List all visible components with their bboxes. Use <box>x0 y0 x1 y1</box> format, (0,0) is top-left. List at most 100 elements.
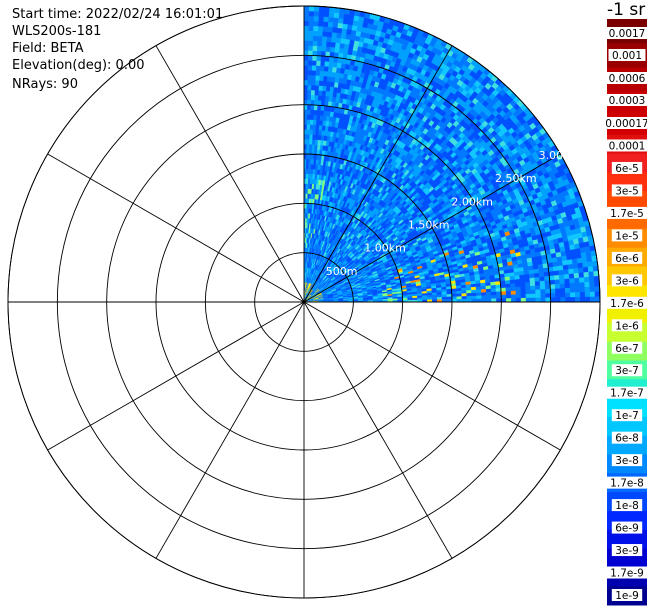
sector-cell <box>309 134 314 140</box>
sector-cell <box>307 109 311 115</box>
sector-cell <box>323 21 329 28</box>
sector-cell <box>312 55 318 61</box>
sector-cell <box>313 119 317 126</box>
start-time-label: Start time: 2022/02/24 16:01:01 <box>12 7 224 22</box>
sector-cell <box>330 46 336 53</box>
sector-cell <box>316 55 322 62</box>
sector-cell <box>308 30 314 37</box>
sector-cell <box>303 69 309 76</box>
sector-cell <box>326 36 333 43</box>
sector-cell <box>306 119 311 125</box>
sector-cell <box>311 65 317 71</box>
sector-cell <box>557 265 564 271</box>
sector-cell <box>303 124 308 130</box>
sector-cell <box>317 30 324 37</box>
sector-cell <box>309 139 313 145</box>
sector-cell <box>326 31 333 38</box>
sector-cell <box>333 12 340 19</box>
sector-cell <box>331 36 337 43</box>
sector-cell <box>307 99 312 106</box>
sector-cell <box>305 183 309 189</box>
sector-cell <box>338 17 345 24</box>
sector-cell <box>307 89 312 96</box>
sector-cell <box>315 65 321 71</box>
sector-cell <box>312 134 316 140</box>
sector-cell <box>303 60 309 66</box>
sector-cell <box>314 99 319 106</box>
sector-cell <box>320 55 326 62</box>
sector-cell <box>317 99 322 106</box>
sector-cell <box>533 268 540 274</box>
sector-cell <box>306 138 310 145</box>
sector-cell <box>303 89 308 96</box>
sector-cell <box>303 55 309 61</box>
sector-cell <box>317 40 323 47</box>
sector-cell <box>307 60 313 66</box>
sector-cell <box>314 84 320 91</box>
sector-cell <box>318 80 324 87</box>
sector-cell <box>331 31 338 38</box>
sector-cell <box>567 263 574 270</box>
sector-cell <box>312 129 317 135</box>
sector-cell <box>308 40 314 46</box>
sector-cell <box>303 35 309 41</box>
info-panel: Start time: 2022/02/24 16:01:01 WLS200s-… <box>12 6 223 93</box>
sector-cell <box>587 261 594 268</box>
sector-cell <box>321 40 328 47</box>
sector-cell <box>316 45 323 52</box>
sector-cell <box>303 50 309 56</box>
sector-cell <box>303 84 309 91</box>
sector-cell <box>324 60 330 67</box>
sector-cell <box>322 85 327 92</box>
sector-cell <box>308 153 312 160</box>
sector-cell <box>313 30 319 37</box>
sector-cell <box>310 99 315 106</box>
sector-cell <box>307 55 313 61</box>
sector-cell <box>322 26 329 32</box>
sector-cell <box>310 104 315 111</box>
sector-cell <box>327 66 334 73</box>
sector-cell <box>311 84 316 91</box>
sector-cell <box>312 45 318 51</box>
sector-cell <box>333 17 340 24</box>
nrays-label: NRays: 90 <box>12 77 78 92</box>
sector-cell <box>303 40 309 46</box>
sector-cell <box>318 11 325 17</box>
sector-cell <box>332 22 339 29</box>
sector-cell <box>320 60 326 67</box>
sector-cell <box>323 70 329 77</box>
sector-cell <box>336 32 343 39</box>
sector-cell <box>303 99 308 105</box>
sector-cell <box>581 256 588 264</box>
sector-cell <box>328 11 335 18</box>
sector-cell <box>313 10 320 17</box>
sector-cell <box>303 10 310 17</box>
sector-cell <box>332 26 338 33</box>
sector-cell <box>327 21 334 28</box>
sector-cell <box>303 20 310 27</box>
sector-cell <box>321 45 327 52</box>
sector-cell <box>340 33 347 40</box>
sector-cell <box>328 61 334 68</box>
sector-cell <box>538 268 545 274</box>
sector-cell <box>309 124 314 130</box>
sector-cell <box>318 90 323 96</box>
colorbar-unit-label: -1 sr <box>607 0 646 20</box>
sector-cell <box>316 60 322 67</box>
sector-cell <box>314 94 319 101</box>
sector-cell <box>316 50 322 57</box>
sector-cell <box>306 153 310 160</box>
sector-cell <box>306 124 311 130</box>
sector-cell <box>319 65 325 72</box>
sector-cell <box>303 45 309 51</box>
sector-cell <box>323 11 330 18</box>
sector-cell <box>343 13 350 20</box>
sector-cell <box>303 15 310 21</box>
sector-cell <box>316 114 321 121</box>
elevation-label: Elevation(deg): 0.00 <box>12 58 145 73</box>
sector-cell <box>318 6 325 12</box>
sector-cell <box>332 61 338 68</box>
sector-cell <box>317 35 323 42</box>
sector-cell <box>310 89 316 96</box>
sector-cell <box>322 80 328 87</box>
